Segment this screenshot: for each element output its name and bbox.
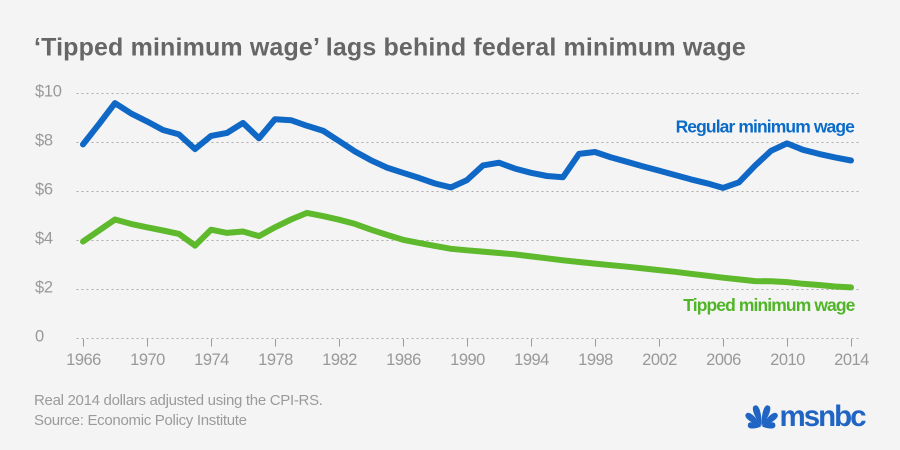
- svg-text:1978: 1978: [258, 351, 293, 369]
- svg-text:1986: 1986: [386, 351, 421, 369]
- svg-text:‘Tipped minimum wage’ lags beh: ‘Tipped minimum wage’ lags behind federa…: [34, 34, 746, 62]
- svg-text:$8: $8: [35, 132, 53, 150]
- svg-text:1990: 1990: [450, 351, 485, 369]
- svg-text:$6: $6: [35, 181, 53, 199]
- svg-text:1966: 1966: [66, 351, 101, 369]
- svg-text:2002: 2002: [642, 351, 677, 369]
- svg-text:Regular minimum wage: Regular minimum wage: [676, 117, 856, 137]
- svg-text:1970: 1970: [130, 351, 165, 369]
- svg-text:1982: 1982: [322, 351, 357, 369]
- svg-text:2010: 2010: [770, 351, 805, 369]
- svg-text:0: 0: [35, 328, 44, 346]
- svg-text:Real 2014 dollars adjusted usi: Real 2014 dollars adjusted using the CPI…: [34, 392, 323, 409]
- svg-text:2014: 2014: [834, 351, 869, 369]
- svg-text:Source: Economic Policy Instit: Source: Economic Policy Institute: [34, 412, 247, 429]
- svg-text:1994: 1994: [514, 351, 549, 369]
- svg-text:$2: $2: [35, 279, 53, 297]
- svg-text:Tipped minimum wage: Tipped minimum wage: [683, 295, 855, 315]
- svg-text:2006: 2006: [706, 351, 741, 369]
- svg-text:msnbc: msnbc: [780, 400, 867, 433]
- svg-text:$4: $4: [35, 230, 53, 248]
- svg-text:1998: 1998: [578, 351, 613, 369]
- svg-text:$10: $10: [35, 83, 62, 101]
- svg-text:1974: 1974: [194, 351, 229, 369]
